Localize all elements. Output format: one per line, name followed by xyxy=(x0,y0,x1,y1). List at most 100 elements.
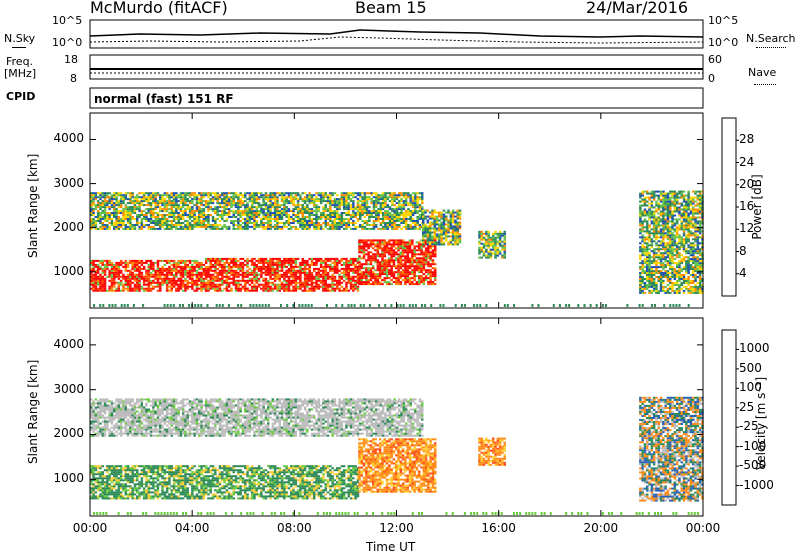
data-cell-3 xyxy=(154,222,157,224)
data-cell-3 xyxy=(246,216,249,218)
data-cell-2 xyxy=(422,273,426,276)
data-cell-2 xyxy=(390,259,393,262)
data-cell-3 xyxy=(168,200,171,203)
data-cell-1 xyxy=(290,267,293,270)
data-cell-3 xyxy=(285,202,288,205)
data-cell-6 xyxy=(646,190,649,193)
data-cell-2 xyxy=(360,277,363,280)
data-cell-5 xyxy=(485,242,488,245)
data-cell-3 xyxy=(336,212,339,214)
data-cell-0 xyxy=(191,271,194,274)
data-cell-3 xyxy=(409,198,412,201)
data-cell-2 xyxy=(367,267,370,270)
data-cell-0 xyxy=(129,281,132,284)
data-cell-0 xyxy=(186,281,189,284)
data-cell-6 xyxy=(643,282,647,284)
data-cell-1 xyxy=(352,263,355,266)
data-cell-3 xyxy=(126,192,130,195)
data-cell-3 xyxy=(156,224,160,226)
data-cell-6 xyxy=(655,270,658,273)
data-cell-3 xyxy=(340,192,344,195)
data-cell-3 xyxy=(96,210,100,213)
data-cell-3 xyxy=(294,196,298,199)
data-cell-3 xyxy=(211,192,215,195)
data-cell-3 xyxy=(347,206,350,209)
data-cell-3 xyxy=(306,198,309,201)
data-cell-3 xyxy=(324,220,327,222)
data-cell-3 xyxy=(227,204,231,207)
data-cell-3 xyxy=(333,202,337,205)
data-cell-6 xyxy=(643,236,647,239)
data-cell-3 xyxy=(161,198,164,201)
data-cell-3 xyxy=(310,218,314,220)
data-cell-3 xyxy=(136,220,139,222)
data-cell-3 xyxy=(110,204,114,207)
data-cell-1 xyxy=(257,279,261,282)
data-cell-1 xyxy=(204,273,208,276)
data-cell-4 xyxy=(433,221,436,224)
data-cell-3 xyxy=(255,200,258,203)
data-cell-2 xyxy=(408,273,412,276)
data-cell-0 xyxy=(149,281,153,284)
data-cell-3 xyxy=(246,192,249,195)
data-cell-0 xyxy=(159,259,162,262)
data-cell-1 xyxy=(273,273,277,276)
data-cell-3 xyxy=(301,210,304,213)
data-cell-2 xyxy=(395,253,398,256)
data-cell-2 xyxy=(367,259,370,262)
data-cell-3 xyxy=(375,220,378,222)
data-cell-0 xyxy=(200,275,203,278)
data-cell-0 xyxy=(96,271,100,274)
data-cell-3 xyxy=(264,225,268,228)
data-cell-3 xyxy=(129,220,132,222)
data-cell-3 xyxy=(280,194,284,197)
data-cell-0 xyxy=(113,281,116,284)
data-cell-3 xyxy=(361,220,364,222)
data-cell-5 xyxy=(482,244,486,247)
data-cell-3 xyxy=(223,196,226,199)
data-cell-4 xyxy=(440,223,443,226)
data-cell-3 xyxy=(246,224,249,226)
data-cell-2 xyxy=(369,277,373,280)
data-cell-0 xyxy=(136,289,139,292)
data-cell-4 xyxy=(458,211,462,214)
data-cell-3 xyxy=(253,192,256,195)
data-cell-3 xyxy=(170,208,173,211)
data-cell-2 xyxy=(388,239,391,242)
data-cell-1 xyxy=(294,259,298,262)
data-cell-2 xyxy=(401,269,405,272)
data-cell-3 xyxy=(191,208,194,211)
data-cell-1 xyxy=(303,265,307,268)
data-cell-6 xyxy=(652,216,656,219)
data-cell-3 xyxy=(409,214,412,216)
data-cell-3 xyxy=(283,210,286,213)
data-cell-3 xyxy=(285,212,288,214)
data-cell-3 xyxy=(333,227,337,230)
data-cell-3 xyxy=(186,214,189,216)
data-cell-6 xyxy=(639,287,642,290)
data-cell-3 xyxy=(126,206,130,209)
data-cell-6 xyxy=(646,278,649,280)
data-cell-3 xyxy=(368,212,371,214)
data-cell-1 xyxy=(221,257,224,260)
data-cell-3 xyxy=(283,224,286,226)
data-cell-0 xyxy=(204,269,208,272)
data-cell-3 xyxy=(368,220,371,222)
data-cell-1 xyxy=(241,287,245,290)
data-cell-2 xyxy=(362,241,366,244)
data-cell-3 xyxy=(267,210,270,213)
data-cell-3 xyxy=(218,196,222,199)
data-cell-2 xyxy=(397,275,400,278)
data-cell-4 xyxy=(422,231,425,234)
data-cell-3 xyxy=(113,202,116,205)
data-cell-3 xyxy=(278,194,281,197)
data-cell-1 xyxy=(232,283,235,286)
data-cell-3 xyxy=(356,208,360,211)
data-cell-3 xyxy=(113,216,116,218)
data-cell-5 xyxy=(503,252,506,255)
data-cell-3 xyxy=(264,216,268,218)
data-cell-3 xyxy=(269,192,272,195)
data-cell-3 xyxy=(214,220,217,222)
data-cell-3 xyxy=(179,227,183,230)
data-cell-1 xyxy=(221,277,224,280)
